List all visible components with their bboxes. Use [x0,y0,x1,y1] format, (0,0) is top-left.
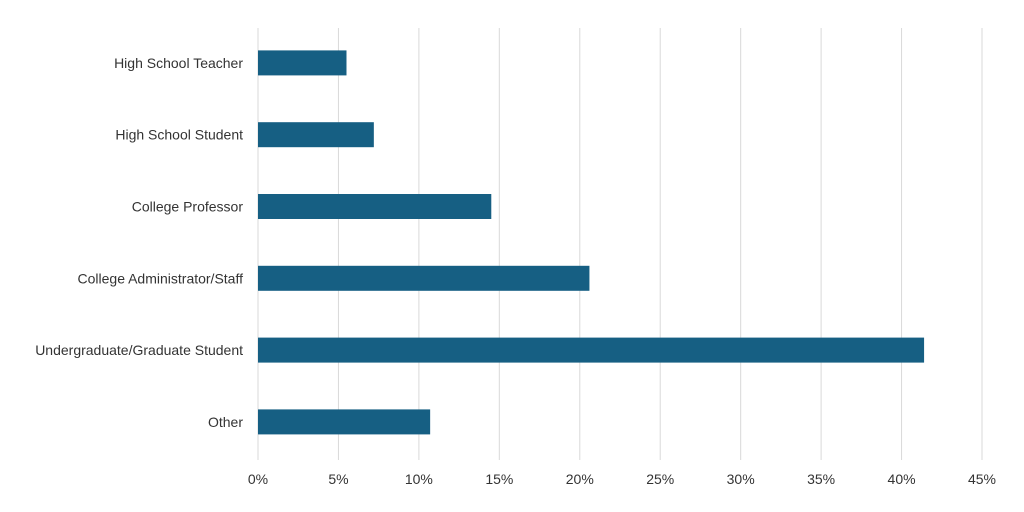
bars [258,50,925,435]
category-label: College Administrator/Staff [78,270,244,286]
bar [258,122,374,148]
x-tick-label: 35% [807,471,835,487]
category-label: Undergraduate/Graduate Student [35,342,243,358]
x-tick-label: 10% [405,471,433,487]
x-tick-label: 0% [248,471,268,487]
category-label: Other [208,414,243,430]
bar [258,50,347,76]
x-tick-label: 15% [485,471,513,487]
gridlines [257,28,983,460]
bar [258,194,492,219]
x-tick-labels: 0% 5% 10% 15% 20% 25% 30% 35% 40% 45% [248,471,996,487]
category-label: High School Teacher [114,55,243,71]
x-tick-label: 5% [328,471,348,487]
x-tick-label: 25% [646,471,674,487]
category-label: High School Student [115,127,243,143]
x-tick-label: 45% [968,471,996,487]
bar [258,265,590,291]
bar [258,337,925,363]
x-tick-label: 20% [566,471,594,487]
category-labels: High School Teacher High School Student Co… [35,55,243,430]
x-tick-label: 30% [727,471,755,487]
category-label: College Professor [132,199,244,215]
bar [258,409,431,435]
x-tick-label: 40% [888,471,916,487]
